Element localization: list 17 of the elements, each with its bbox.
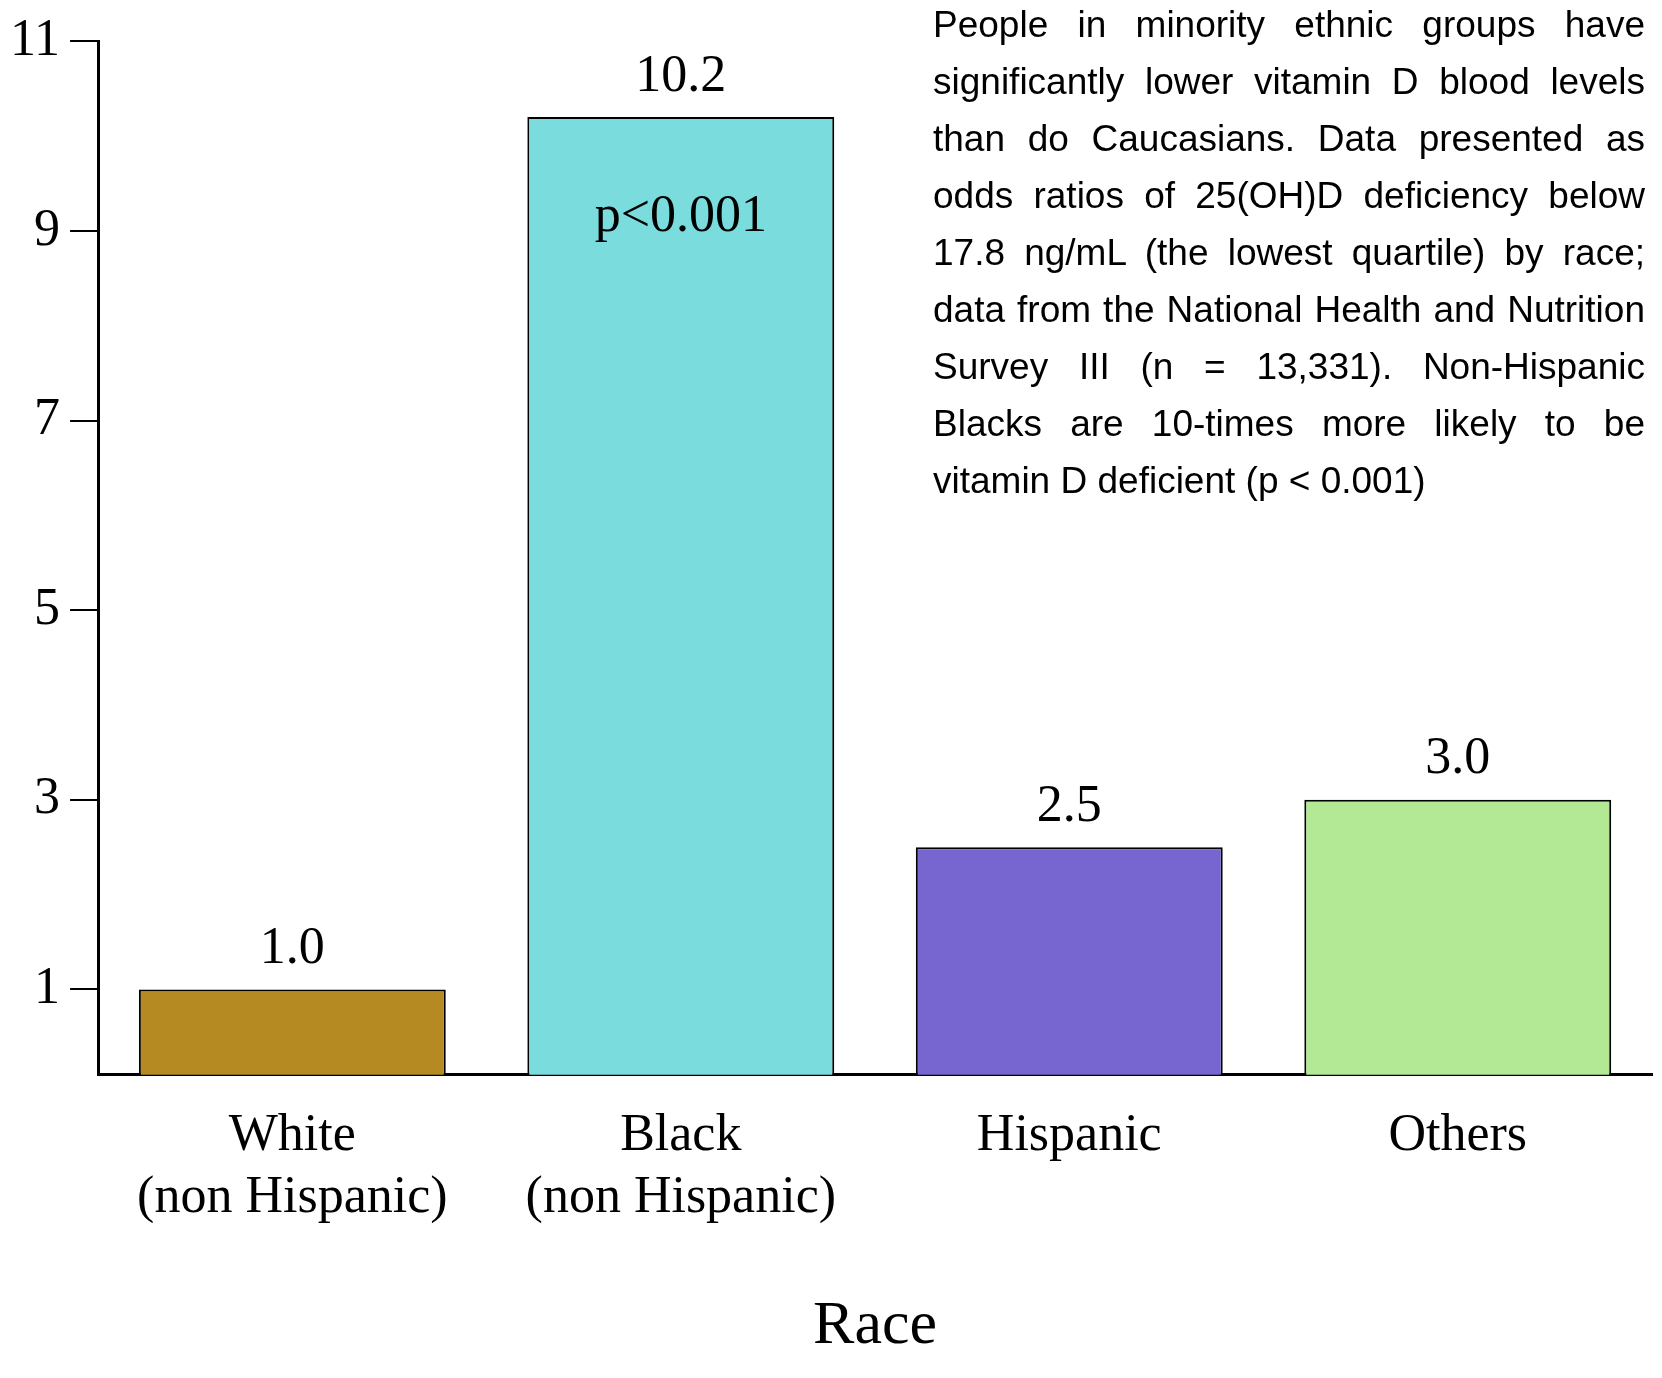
y-tick-label: 3 bbox=[34, 767, 61, 825]
data-label: 2.5 bbox=[1036, 774, 1102, 832]
x-tick-label: Hispanic bbox=[976, 1103, 1162, 1161]
x-tick-label: Black (non Hispanic) bbox=[525, 1103, 837, 1225]
data-label: 1.0 bbox=[259, 917, 325, 975]
y-tick-label: 9 bbox=[34, 198, 61, 256]
data-label: 3.0 bbox=[1425, 727, 1491, 785]
x-tick-label: White (non Hispanic) bbox=[137, 1103, 448, 1225]
y-tick-label: 11 bbox=[9, 8, 61, 66]
annotation: p<0.001 bbox=[594, 184, 767, 242]
y-tick-label: 1 bbox=[34, 957, 61, 1015]
x-tick-label: Others bbox=[1388, 1103, 1528, 1161]
data-label: 10.2 bbox=[635, 44, 727, 102]
x-axis-title: Race bbox=[813, 1288, 937, 1357]
y-tick-label: 7 bbox=[34, 388, 61, 446]
y-tick-label: 5 bbox=[34, 577, 61, 635]
text: People in minority ethnic groups have significantly lower vitamin D blood levels than do Caucasians. Data presented as odds ratios of 25(OH)D deficiency below 17.8 ng/mL (the lowest quartile) by race; data from the National Health and Nutrition Survey III (n = 13,331). Non-Hispanic Blacks are 10-times more likely to be vitamin D deficient (p < 0.001) bbox=[933, 4, 1645, 501]
